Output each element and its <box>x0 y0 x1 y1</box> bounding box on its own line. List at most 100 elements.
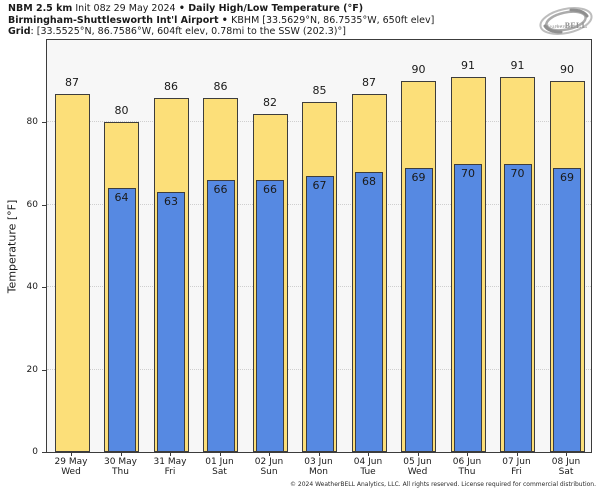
high-value-label: 86 <box>213 79 228 93</box>
low-bar <box>553 167 581 452</box>
x-tick-label: 08 Jun Sat <box>538 457 594 477</box>
y-tick-label-0: 0 <box>32 447 38 457</box>
x-label-date: 01 Jun <box>205 457 234 467</box>
x-tick-label: 04 Jun Tue <box>340 457 396 477</box>
x-label-date: 02 Jun <box>254 457 284 467</box>
bullet-separator: • <box>175 3 189 14</box>
x-label-weekday: Fri <box>511 467 522 477</box>
logo-subtitle: Analytics LLC <box>555 24 577 28</box>
x-tick-label: 30 May Thu <box>93 457 149 477</box>
y-tick-label-80: 80 <box>26 117 38 128</box>
low-bar <box>107 188 136 452</box>
y-tick-mark <box>42 204 46 206</box>
low-value-label: 69 <box>411 170 426 184</box>
low-bar <box>454 163 482 452</box>
high-value-label: 90 <box>411 63 426 77</box>
x-label-date: 04 Jun <box>353 457 383 467</box>
low-bar <box>404 167 433 452</box>
model-name: NBM 2.5 km <box>8 3 73 14</box>
chart-header: NBM 2.5 km Init 08z 29 May 2024 • Daily … <box>8 3 434 38</box>
swirl-logo-icon <box>539 7 593 35</box>
x-tick-label: 07 Jun Fri <box>489 457 545 477</box>
high-value-label: 90 <box>560 63 574 77</box>
x-label-date: 07 Jun <box>502 457 531 467</box>
x-label-weekday: Mon <box>309 467 328 477</box>
copyright-notice: © 2024 WeatherBELL Analytics, LLC. All r… <box>290 481 596 488</box>
low-value-label: 70 <box>510 166 525 180</box>
x-tick-mark <box>516 453 518 456</box>
x-tick-mark <box>120 453 122 456</box>
low-bar <box>503 163 532 452</box>
high-value-label: 91 <box>510 59 525 73</box>
x-tick-mark <box>566 453 567 456</box>
grid-details: : [33.5525°N, 86.7586°W, 604ft elev, 0.7… <box>30 26 346 37</box>
x-label-date: 08 Jun <box>551 457 581 467</box>
header-line-1: NBM 2.5 km Init 08z 29 May 2024 • Daily … <box>8 3 434 15</box>
x-tick-mark <box>219 453 221 456</box>
high-value-label: 80 <box>114 104 129 118</box>
x-label-weekday: Tue <box>360 467 376 477</box>
high-value-label: 91 <box>461 59 475 73</box>
logo-weather-text: Weather <box>544 25 565 30</box>
y-tick-label-60: 60 <box>26 199 38 210</box>
low-bar <box>206 180 235 452</box>
station-details: KBHM [33.5629°N, 86.7535°W, 650ft elev] <box>231 14 435 26</box>
x-tick-label: 03 Jun Mon <box>291 457 347 477</box>
x-label-date: 30 May <box>104 457 137 467</box>
x-tick-label: 02 Jun Sun <box>241 457 297 477</box>
x-label-weekday: Wed <box>407 467 428 477</box>
high-value-label: 87 <box>65 75 79 89</box>
x-tick-mark <box>71 453 72 456</box>
init-time: Init 08z 29 May 2024 <box>72 3 176 14</box>
low-value-label: 66 <box>213 183 228 197</box>
low-bar <box>256 180 284 452</box>
x-label-weekday: Sat <box>212 467 227 477</box>
header-line-2: Birmingham-Shuttlesworth Int'l Airport •… <box>8 15 434 27</box>
x-label-weekday: Fri <box>164 467 176 477</box>
low-bar <box>157 192 185 452</box>
x-label-weekday: Sun <box>260 467 278 477</box>
high-value-label: 87 <box>362 75 376 89</box>
x-label-weekday: Thu <box>458 467 476 477</box>
x-label-weekday: Wed <box>61 467 81 477</box>
low-value-label: 66 <box>263 183 277 197</box>
y-tick-mark <box>42 369 46 371</box>
x-tick-mark <box>170 453 171 456</box>
high-value-label: 86 <box>164 79 178 93</box>
y-tick-label-40: 40 <box>26 282 38 293</box>
y-tick-label-20: 20 <box>26 364 38 375</box>
grid-label: Grid <box>8 26 31 37</box>
x-label-date: 05 Jun <box>403 457 432 467</box>
x-tick-mark <box>368 453 369 456</box>
low-value-label: 67 <box>312 178 327 192</box>
low-value-label: 70 <box>461 166 475 180</box>
high-value-label: 82 <box>263 96 277 110</box>
low-value-label: 68 <box>362 174 376 188</box>
low-bar <box>305 175 334 452</box>
x-tick-mark <box>417 453 419 456</box>
x-tick-label: 29 May Wed <box>43 457 99 477</box>
weatherbell-logo: WeatherBELL Analytics LLC <box>535 2 597 40</box>
logo-bell-text: BELL <box>564 21 588 30</box>
x-tick-mark <box>467 453 468 456</box>
x-label-date: 29 May <box>54 457 88 467</box>
high-bar <box>54 93 90 452</box>
x-label-weekday: Sat <box>558 467 574 477</box>
bullet-separator: • <box>218 14 232 26</box>
low-value-label: 64 <box>114 191 129 205</box>
station-name: Birmingham-Shuttlesworth Int'l Airport <box>8 14 219 26</box>
plot-area: 87 80 64 86 63 86 66 82 66 85 67 87 68 90 69 91 70 91 70 90… <box>46 39 592 453</box>
x-tick-label: 06 Jun Thu <box>439 457 495 477</box>
product-name: Daily High/Low Temperature (°F) <box>188 3 364 14</box>
y-tick-mark <box>42 287 46 289</box>
y-tick-mark <box>42 452 46 453</box>
x-tick-label: 05 Jun Wed <box>390 457 446 477</box>
logo-wordmark: WeatherBELL <box>535 15 597 33</box>
x-label-weekday: Thu <box>112 467 129 477</box>
x-label-date: 31 May <box>153 457 187 467</box>
x-label-date: 03 Jun <box>304 457 333 467</box>
low-value-label: 69 <box>560 170 574 184</box>
x-tick-mark <box>269 453 270 456</box>
x-tick-label: 31 May Fri <box>142 457 198 477</box>
